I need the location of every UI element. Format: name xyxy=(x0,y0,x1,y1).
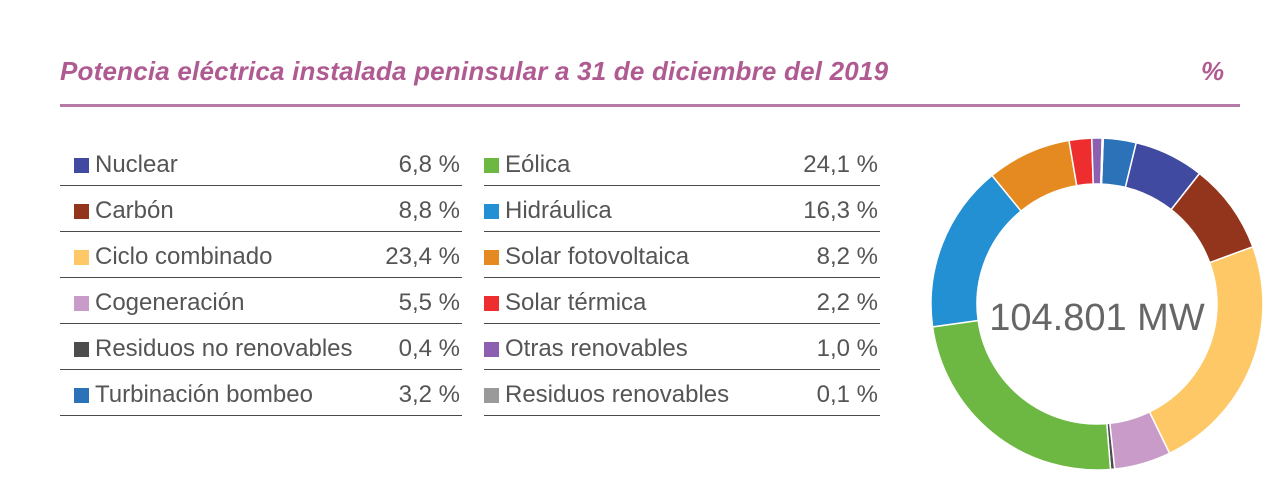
legend-label: Eólica xyxy=(505,151,571,178)
legend-swatch xyxy=(74,158,89,173)
legend-row: Carbón 8,8 % xyxy=(60,186,462,232)
legend-row: Cogeneración 5,5 % xyxy=(60,278,462,324)
legend-swatch xyxy=(74,296,89,311)
legend-swatch xyxy=(74,342,89,357)
legend-row: Solar térmica 2,2 % xyxy=(484,278,880,324)
legend-value: 23,4 % xyxy=(385,243,460,270)
legend-label: Turbinación bombeo xyxy=(95,381,313,408)
legend-right-column: Eólica 24,1 % Hidráulica 16,3 % Solar fotovo… xyxy=(484,140,880,416)
legend-row: Ciclo combinado 23,4 % xyxy=(60,232,462,278)
legend-value: 6,8 % xyxy=(398,151,460,178)
legend-swatch xyxy=(484,158,499,173)
legend-label: Ciclo combinado xyxy=(95,243,273,270)
legend-value: 8,8 % xyxy=(398,197,460,224)
title-divider xyxy=(60,104,1240,107)
donut-slice-residuos-renovables xyxy=(1099,138,1105,185)
legend-value: 0,4 % xyxy=(398,335,460,362)
legend-row: Residuos no renovables 0,4 % xyxy=(60,324,462,370)
chart-title: Potencia eléctrica instalada peninsular … xyxy=(60,56,889,86)
legend-value: 1,0 % xyxy=(816,335,878,362)
legend-label: Cogeneración xyxy=(95,289,245,316)
legend-label: Carbón xyxy=(95,197,174,224)
legend-label: Residuos no renovables xyxy=(95,335,353,362)
legend-label: Residuos renovables xyxy=(505,381,730,408)
legend-row: Solar fotovoltaica 8,2 % xyxy=(484,232,880,278)
legend-label: Otras renovables xyxy=(505,335,688,362)
legend-label: Hidráulica xyxy=(505,197,612,224)
legend-row: Otras renovables 1,0 % xyxy=(484,324,880,370)
legend-swatch xyxy=(74,204,89,219)
legend-row: Nuclear 6,8 % xyxy=(60,140,462,186)
legend-row: Eólica 24,1 % xyxy=(484,140,880,186)
legend-swatch xyxy=(484,250,499,265)
legend-swatch xyxy=(484,204,499,219)
donut-chart: 104.801 MW xyxy=(930,138,1264,471)
unit-label: % xyxy=(1201,56,1225,86)
donut-slice-eolica xyxy=(931,319,1112,471)
legend-swatch xyxy=(484,388,499,403)
legend-row: Hidráulica 16,3 % xyxy=(484,186,880,232)
legend-swatch xyxy=(74,250,89,265)
legend-swatch xyxy=(74,388,89,403)
legend-value: 16,3 % xyxy=(803,197,878,224)
legend-label: Solar térmica xyxy=(505,289,647,316)
legend-value: 8,2 % xyxy=(816,243,878,270)
donut-slice-ciclo-combinado xyxy=(1148,245,1264,455)
legend-value: 2,2 % xyxy=(816,289,878,316)
center-total-label: 104.801 MW xyxy=(989,297,1205,339)
legend-label: Solar fotovoltaica xyxy=(505,243,690,270)
legend-left-column: Nuclear 6,8 % Carbón 8,8 % Ciclo combinado 23… xyxy=(60,140,462,416)
legend-value: 24,1 % xyxy=(803,151,878,178)
legend-value: 5,5 % xyxy=(398,289,460,316)
legend-swatch xyxy=(484,296,499,311)
legend-label: Nuclear xyxy=(95,151,178,178)
legend-swatch xyxy=(484,342,499,357)
legend-row: Residuos renovables 0,1 % xyxy=(484,370,880,416)
legend-row: Turbinación bombeo 3,2 % xyxy=(60,370,462,416)
legend-value: 3,2 % xyxy=(398,381,460,408)
donut-slices xyxy=(930,138,1264,471)
legend-value: 0,1 % xyxy=(816,381,878,408)
